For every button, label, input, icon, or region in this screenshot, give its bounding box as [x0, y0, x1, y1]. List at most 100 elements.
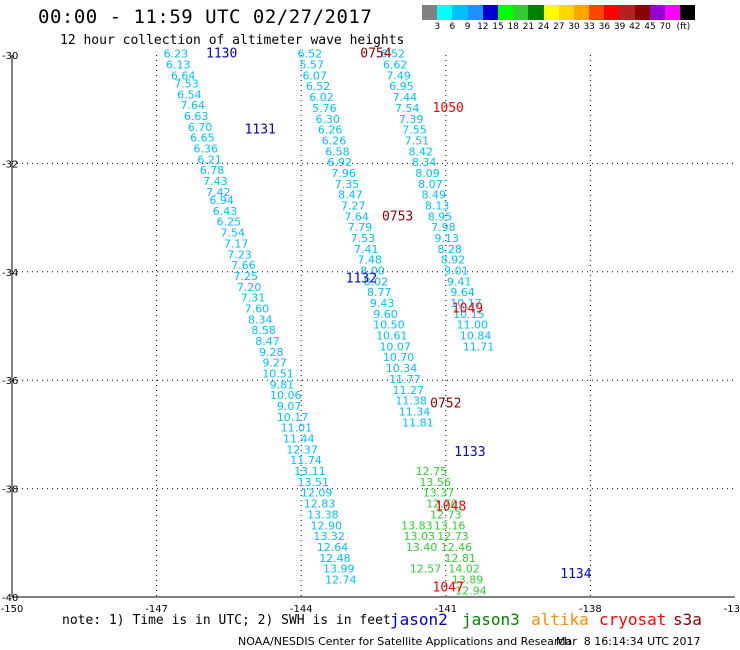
pass-time-label: 1049 [452, 301, 483, 316]
wave-height-value: 7.35 [335, 178, 360, 191]
wave-height-value: 11.27 [392, 384, 424, 397]
wave-height-value: 11.34 [399, 405, 431, 418]
color-scale-swatch [422, 5, 438, 20]
wave-height-value: 5.76 [312, 102, 337, 115]
y-tick-label: -32 [2, 159, 18, 170]
wave-height-value: 10.17 [450, 297, 482, 310]
color-scale-label: 30 [568, 22, 580, 32]
color-scale-label: 18 [507, 22, 519, 32]
wave-height-value: 7.64 [344, 210, 369, 223]
wave-height-value: 7.42 [206, 186, 231, 199]
wave-height-value: 8.02 [364, 275, 389, 288]
wave-height-value: 7.54 [395, 102, 420, 115]
x-tick-label: -147 [145, 604, 168, 615]
wave-height-value: 7.54 [221, 227, 246, 240]
legend-item-cryosat: cryosat [599, 610, 667, 629]
wave-height-value: 12.73 [430, 508, 462, 521]
pass-time-label: 1048 [435, 499, 466, 514]
wave-height-value: 7.53 [351, 232, 376, 245]
pass-time-label: 1047 [433, 581, 464, 596]
wave-height-value: 10.84 [460, 330, 492, 343]
color-scale-swatch [452, 5, 468, 20]
x-tick-label: -141 [434, 604, 457, 615]
color-scale-label: 15 [492, 22, 504, 32]
wave-height-value: 8.92 [441, 254, 466, 267]
color-scale-swatch [558, 5, 574, 20]
wave-height-value: 7.27 [341, 199, 366, 212]
wave-height-value: 11.38 [395, 395, 427, 408]
wave-height-value: 11.00 [457, 319, 489, 332]
wave-height-value: 9.13 [435, 232, 460, 245]
legend-item-s3a: s3a [673, 610, 702, 629]
wave-height-value: 13.37 [423, 487, 455, 500]
color-scale-label: 45 [644, 22, 656, 32]
wave-height-value: 12.74 [325, 573, 357, 586]
color-scale-label: 42 [629, 22, 641, 32]
wave-height-value: 12.37 [286, 443, 318, 456]
wave-height-value: 7.48 [357, 254, 382, 267]
y-tick-label: -36 [2, 376, 18, 387]
wave-height-value: 10.51 [262, 367, 294, 380]
color-scale-swatch [497, 5, 514, 20]
pass-time-label: 1132 [346, 272, 377, 287]
wave-height-value: 6.13 [166, 59, 191, 72]
wave-height-value: 8.09 [415, 167, 440, 180]
wave-height-value: 6.26 [322, 134, 347, 147]
units-note: note: 1) Time is in UTC; 2) SWH is in fe… [62, 613, 391, 628]
wave-height-value: 9.07 [277, 400, 302, 413]
color-scale-label: 36 [598, 22, 611, 32]
legend-item-altika: altika [531, 610, 589, 629]
y-tick-label: -40 [2, 593, 18, 604]
wave-height-value: 7.79 [348, 221, 373, 234]
x-tick-label: -150 [1, 604, 24, 615]
wave-height-value: 8.13 [425, 199, 450, 212]
color-scale-label: 9 [464, 22, 471, 32]
pass-time-label: 1131 [245, 123, 276, 138]
color-scale-swatch [589, 5, 605, 20]
wave-height-value: 12.73 [437, 530, 469, 543]
wave-height-value: 13.99 [323, 563, 355, 576]
wave-height-value: 7.53 [174, 78, 199, 91]
wave-height-value: 7.66 [231, 259, 256, 272]
wave-height-value: 12.94 [455, 584, 487, 597]
color-scale-label: 70 [659, 22, 671, 32]
wave-height-value: 6.94 [209, 194, 234, 207]
wave-height-value: 6.58 [325, 145, 350, 158]
chart-title: 00:00 - 11:59 UTC 02/27/2017 [38, 6, 373, 28]
generation-timestamp: Mar 8 16:14:34 UTC 2017 [556, 635, 701, 648]
wave-height-value: 10.17 [277, 411, 309, 424]
wave-height-value: 7.43 [203, 175, 228, 188]
color-scale-label: 3 [434, 22, 441, 32]
wave-height-value: 12.57 [410, 563, 442, 576]
wave-height-value: 10.06 [270, 389, 302, 402]
color-scale-swatch [665, 5, 681, 20]
wave-height-value: 8.42 [408, 145, 433, 158]
color-scale-swatch [573, 5, 590, 20]
wave-height-value: 13.83 [401, 519, 433, 532]
color-scale-label: 21 [522, 22, 535, 32]
wave-height-value: 6.70 [188, 121, 213, 134]
wave-height-value: 8.07 [418, 178, 443, 191]
wave-height-value: 13.32 [313, 530, 345, 543]
wave-height-value: 10.70 [383, 351, 415, 364]
wave-height-value: 6.54 [177, 88, 202, 101]
wave-height-value: 8.77 [367, 286, 392, 299]
color-scale-swatch [649, 5, 665, 20]
pass-time-label: 0753 [382, 209, 413, 224]
wave-height-value: 11.01 [281, 422, 313, 435]
color-scale-label: 12 [477, 22, 489, 32]
wave-height-value: 10.07 [379, 340, 411, 353]
wave-height-value: 13.38 [307, 508, 339, 521]
wave-height-value: 7.55 [402, 124, 427, 137]
wave-height-value: 6.43 [213, 205, 238, 218]
color-scale-swatch [634, 5, 650, 20]
wave-height-value: 7.39 [399, 113, 424, 126]
wave-height-value: 9.41 [447, 275, 472, 288]
y-tick-label: -30 [2, 51, 18, 62]
wave-height-value: 8.49 [422, 189, 447, 202]
wave-height-value: 7.96 [331, 167, 356, 180]
wave-height-value: 12.90 [311, 519, 343, 532]
wave-height-value: 13.40 [406, 541, 438, 554]
wave-height-value: 12.83 [304, 498, 336, 511]
wave-height-value: 7.23 [227, 248, 252, 261]
